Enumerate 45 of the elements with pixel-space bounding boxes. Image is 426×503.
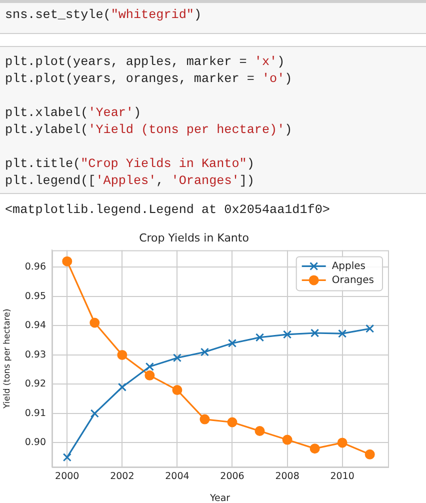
y-tick-label: 0.94	[24, 320, 46, 332]
y-tick-label: 0.90	[24, 437, 46, 448]
y-axis-title: Yield (tons per hectare)	[2, 308, 12, 410]
x-axis-title: Year	[208, 492, 230, 503]
chart-title: Crop Yields in Kanto	[139, 231, 250, 244]
point	[62, 453, 72, 462]
point	[282, 330, 292, 339]
point	[338, 329, 347, 338]
legend-label: Oranges	[332, 274, 374, 286]
x-tick-label: 2008	[275, 471, 300, 482]
point	[337, 438, 348, 448]
y-tick-label: 0.95	[24, 290, 46, 302]
point	[200, 348, 210, 356]
point	[366, 324, 374, 333]
y-tick-label: 0.92	[24, 378, 46, 390]
point	[118, 382, 126, 392]
point	[310, 444, 320, 454]
text: <matplotlib.legend.Legend at 0x2054aa1d1f0>	[0, 194, 426, 226]
point	[90, 409, 99, 418]
point	[200, 414, 210, 424]
y-tick-label: 0.96	[24, 262, 46, 273]
text: sns.set_style("whitegrid")	[0, 0, 426, 34]
point	[117, 350, 128, 360]
y-tick-label: 0.93	[24, 349, 46, 360]
point	[255, 333, 264, 342]
point	[310, 328, 320, 338]
x-tick-label: 2010	[330, 471, 354, 482]
point	[228, 338, 237, 348]
x-tick-label: 2004	[165, 471, 190, 482]
point	[364, 449, 375, 460]
point	[145, 362, 154, 371]
y-tick-label: 0.91	[24, 408, 46, 419]
x-tick-label: 2002	[110, 471, 134, 482]
point	[62, 256, 72, 266]
point	[90, 318, 100, 328]
point	[172, 354, 182, 362]
point	[144, 370, 155, 380]
legend-label: Apples	[332, 260, 366, 272]
point	[227, 417, 238, 428]
point	[254, 426, 265, 436]
point	[282, 434, 292, 445]
x-tick-label: 2006	[220, 471, 244, 482]
text: plt.plot(years, apples, marker = 'x') plt.plot(years, oranges, marker = 'o') plt.xlabel('Year') plt.ylabel('Yield (tons per hectare)') plt.title("Crop Yields in Kanto") plt.legend(['Apples', 'Oranges'])	[5, 55, 292, 188]
point	[172, 385, 182, 396]
x-tick-label: 2000	[55, 471, 80, 482]
